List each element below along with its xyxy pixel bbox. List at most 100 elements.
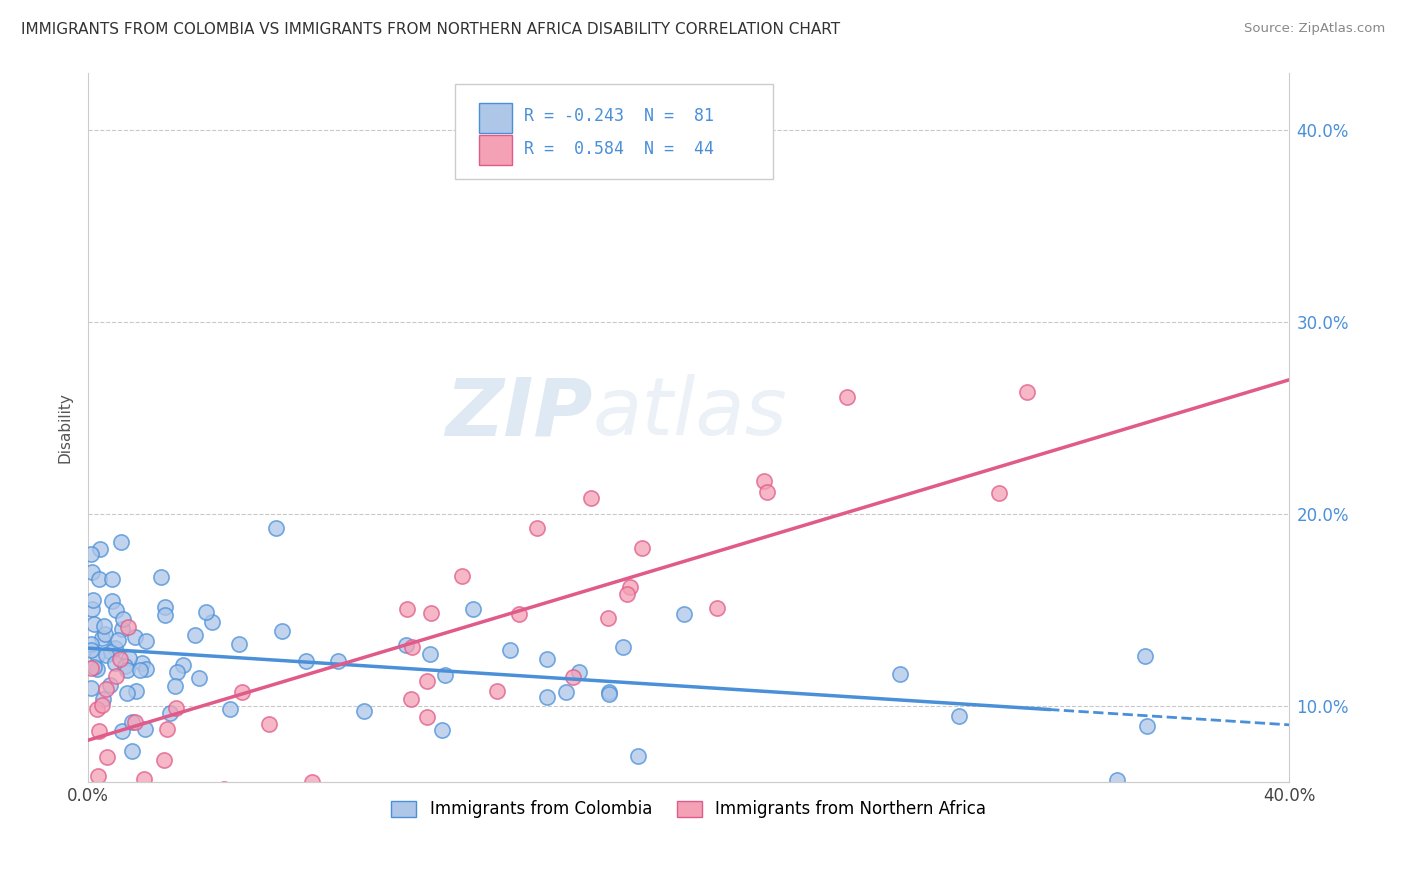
Point	[416, 710, 439, 724]
Point	[1017, 385, 1039, 400]
Point	[135, 634, 157, 648]
Point	[616, 586, 638, 600]
Point	[101, 593, 124, 607]
Point	[988, 486, 1011, 500]
Point	[86, 769, 108, 783]
Point	[219, 702, 242, 716]
Point	[104, 656, 127, 670]
Point	[1133, 648, 1156, 663]
Point	[353, 705, 375, 719]
Point	[401, 640, 423, 655]
Point	[83, 617, 105, 632]
Point	[87, 785, 110, 799]
Point	[155, 600, 177, 615]
Point	[86, 648, 108, 663]
Point	[104, 641, 127, 656]
Point	[111, 724, 134, 739]
Point	[394, 638, 416, 652]
Point	[752, 475, 775, 489]
Point	[117, 619, 139, 633]
Point	[104, 669, 127, 683]
Point	[94, 648, 117, 663]
Point	[271, 624, 294, 638]
Point	[395, 602, 418, 616]
Point	[100, 785, 122, 799]
Point	[117, 664, 139, 678]
Point	[112, 612, 135, 626]
Point	[80, 547, 103, 561]
Point	[90, 631, 112, 645]
Text: R =  0.584  N =  44: R = 0.584 N = 44	[524, 140, 714, 158]
Point	[166, 665, 188, 680]
Point	[612, 640, 634, 654]
Point	[114, 658, 136, 673]
Point	[86, 701, 108, 715]
Y-axis label: Disability: Disability	[58, 392, 72, 463]
Point	[562, 670, 585, 684]
Point	[461, 602, 484, 616]
Bar	[478, 136, 512, 165]
Point	[124, 715, 146, 730]
Point	[187, 671, 209, 685]
Point	[115, 686, 138, 700]
Point	[212, 782, 235, 797]
Text: Source: ZipAtlas.com: Source: ZipAtlas.com	[1244, 22, 1385, 36]
Point	[581, 491, 603, 505]
Point	[110, 535, 132, 549]
Point	[80, 602, 103, 616]
Point	[172, 657, 194, 672]
Point	[91, 698, 114, 712]
Bar	[478, 103, 512, 133]
Point	[835, 390, 858, 404]
Point	[184, 628, 207, 642]
Point	[82, 566, 104, 580]
Text: ZIP: ZIP	[446, 375, 593, 452]
Point	[228, 637, 250, 651]
Point	[108, 651, 131, 665]
Point	[536, 652, 558, 666]
Point	[430, 723, 453, 737]
Point	[706, 601, 728, 615]
Point	[134, 722, 156, 736]
Point	[194, 605, 217, 619]
Point	[153, 754, 176, 768]
Text: R = -0.243  N =  81: R = -0.243 N = 81	[524, 107, 714, 125]
Point	[96, 681, 118, 696]
Point	[129, 663, 152, 677]
Point	[450, 569, 472, 583]
Point	[121, 714, 143, 729]
Point	[100, 644, 122, 658]
Point	[159, 706, 181, 720]
Point	[631, 541, 654, 555]
Point	[153, 607, 176, 622]
Point	[80, 661, 103, 675]
Point	[434, 668, 457, 682]
Point	[555, 684, 578, 698]
Point	[82, 593, 104, 607]
Point	[91, 692, 114, 706]
Point	[107, 632, 129, 647]
Point	[118, 650, 141, 665]
Point	[416, 673, 439, 688]
Point	[264, 520, 287, 534]
Text: IMMIGRANTS FROM COLOMBIA VS IMMIGRANTS FROM NORTHERN AFRICA DISABILITY CORRELATI: IMMIGRANTS FROM COLOMBIA VS IMMIGRANTS F…	[21, 22, 841, 37]
Point	[526, 521, 548, 535]
Point	[508, 607, 530, 621]
Point	[619, 580, 641, 594]
Point	[96, 750, 118, 764]
Legend: Immigrants from Colombia, Immigrants from Northern Africa: Immigrants from Colombia, Immigrants fro…	[385, 794, 993, 825]
Point	[98, 677, 121, 691]
Point	[499, 643, 522, 657]
Point	[165, 700, 187, 714]
Point	[889, 666, 911, 681]
Point	[156, 723, 179, 737]
Point	[93, 619, 115, 633]
Point	[295, 654, 318, 668]
Point	[100, 572, 122, 586]
Point	[111, 622, 134, 636]
Point	[201, 615, 224, 629]
Point	[89, 724, 111, 739]
Point	[1136, 719, 1159, 733]
Point	[326, 654, 349, 668]
Point	[80, 643, 103, 657]
